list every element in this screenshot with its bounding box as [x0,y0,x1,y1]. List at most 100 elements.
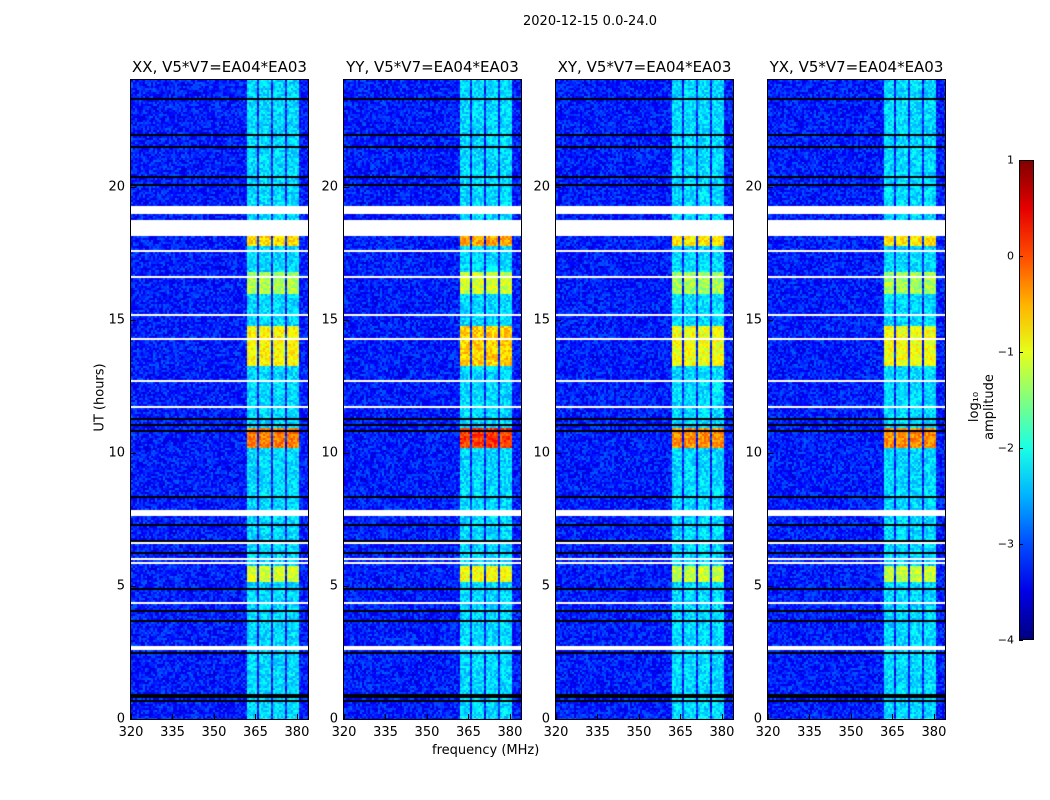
x-tick-label: 320 [543,725,569,740]
x-tick-mark [638,714,640,719]
figure-suptitle: 2020-12-15 0.0-24.0 [523,14,657,29]
x-tick-mark [172,714,174,719]
panel-title: XX, V5*V7=EA04*EA03 [132,58,307,76]
colorbar-tick-mark [1019,544,1023,545]
colorbar-tick-mark [1019,640,1023,641]
x-tick-mark [850,714,852,719]
panel-title: XY, V5*V7=EA04*EA03 [557,58,732,76]
colorbar-tick-label: −4 [997,633,1014,647]
y-tick-mark [131,452,136,454]
x-tick-mark [509,714,511,719]
y-tick-label: 10 [108,445,125,461]
y-tick-mark [556,719,561,720]
y-tick-label: 20 [321,179,338,194]
spectrogram-heatmap [131,80,308,719]
colorbar-tick-mark [1019,160,1023,161]
y-tick-mark [131,585,136,587]
x-tick-mark [426,714,428,719]
y-tick-mark [131,319,136,321]
y-tick-label: 15 [108,312,125,328]
x-tick-mark [597,714,599,719]
colorbar-tick-label: 0 [1007,249,1014,263]
y-tick-label: 0 [116,711,125,727]
x-tick-mark [892,714,894,719]
spectrogram-heatmap [768,80,945,719]
spectrogram-panel-4: YX, V5*V7=EA04*EA03 320 335 350 365 380 0 5 10 15… [745,58,946,740]
y-tick-mark [344,452,349,454]
x-axis-label: frequency (MHz) [432,743,540,758]
x-tick-label: 365 [456,725,481,740]
y-tick-label: 0 [329,711,338,727]
y-tick-mark [768,319,773,321]
x-tick-label: 365 [243,725,268,740]
axes-frame [555,79,734,720]
x-tick-mark [768,714,769,719]
x-tick-mark [680,714,682,719]
x-tick-mark [385,714,387,719]
colorbar-label: log₁₀ amplitude [967,374,997,440]
x-tick-label: 380 [284,725,310,740]
y-tick-label: 5 [541,578,550,594]
y-tick-mark [131,719,136,720]
x-tick-label: 350 [414,725,440,740]
x-tick-mark [721,714,723,719]
x-tick-label: 380 [497,725,523,740]
y-tick-mark [556,585,561,587]
x-tick-mark [213,714,215,719]
y-tick-label: 5 [753,578,762,594]
y-tick-label: 10 [321,445,338,461]
colorbar-tick-label: 1 [1007,153,1014,167]
y-tick-label: 15 [533,312,550,328]
y-tick-label: 10 [745,445,762,461]
y-tick-mark [768,452,773,454]
panel-title: YY, V5*V7=EA04*EA03 [346,58,519,76]
x-tick-label: 365 [668,725,693,740]
y-tick-mark [344,585,349,587]
colorbar-tick-mark [1019,352,1023,353]
colorbar-tick-mark [1019,448,1023,449]
spectrogram-panel-2: YY, V5*V7=EA04*EA03 320 335 350 365 380 0 5 10 15… [321,58,522,740]
x-tick-mark [296,714,298,719]
x-tick-label: 350 [626,725,652,740]
x-tick-mark [131,714,132,719]
x-tick-mark [933,714,935,719]
y-tick-mark [556,186,561,188]
spectrogram-heatmap [556,80,733,719]
y-tick-mark [131,186,136,188]
y-tick-label: 20 [533,179,550,194]
y-tick-label: 15 [321,312,338,328]
y-tick-mark [344,719,349,720]
axes-frame [343,79,522,720]
y-tick-mark [556,319,561,321]
spectrogram-heatmap [344,80,521,719]
x-tick-label: 380 [921,725,947,740]
x-tick-mark [344,714,345,719]
y-tick-mark [344,186,349,188]
x-tick-label: 335 [797,725,822,740]
y-tick-label: 20 [745,179,762,194]
x-tick-label: 335 [585,725,610,740]
x-tick-label: 350 [201,725,227,740]
x-tick-label: 335 [373,725,398,740]
x-tick-mark [556,714,557,719]
y-tick-mark [768,186,773,188]
colorbar-tick-label: −3 [997,537,1014,551]
y-tick-label: 10 [533,445,550,461]
panel-title: YX, V5*V7=EA04*EA03 [769,58,944,76]
colorbar-tick-label: −2 [997,441,1014,455]
x-tick-mark [255,714,257,719]
y-tick-mark [768,719,773,720]
y-tick-mark [344,319,349,321]
spectrogram-panel-3: XY, V5*V7=EA04*EA03 320 335 350 365 380 0 5 10 15… [533,58,734,740]
spectrogram-panel-1: XX, V5*V7=EA04*EA03 320 335 350 365 380 0 5 10 15… [108,58,309,740]
x-tick-label: 335 [160,725,185,740]
colorbar [1019,160,1034,640]
x-tick-mark [809,714,811,719]
colorbar-tick-label: −1 [997,345,1014,359]
x-tick-mark [468,714,470,719]
y-axis-label: UT (hours) [92,363,108,432]
x-tick-label: 320 [755,725,781,740]
y-tick-label: 0 [541,711,550,727]
x-tick-label: 350 [838,725,864,740]
axes-frame [767,79,946,720]
